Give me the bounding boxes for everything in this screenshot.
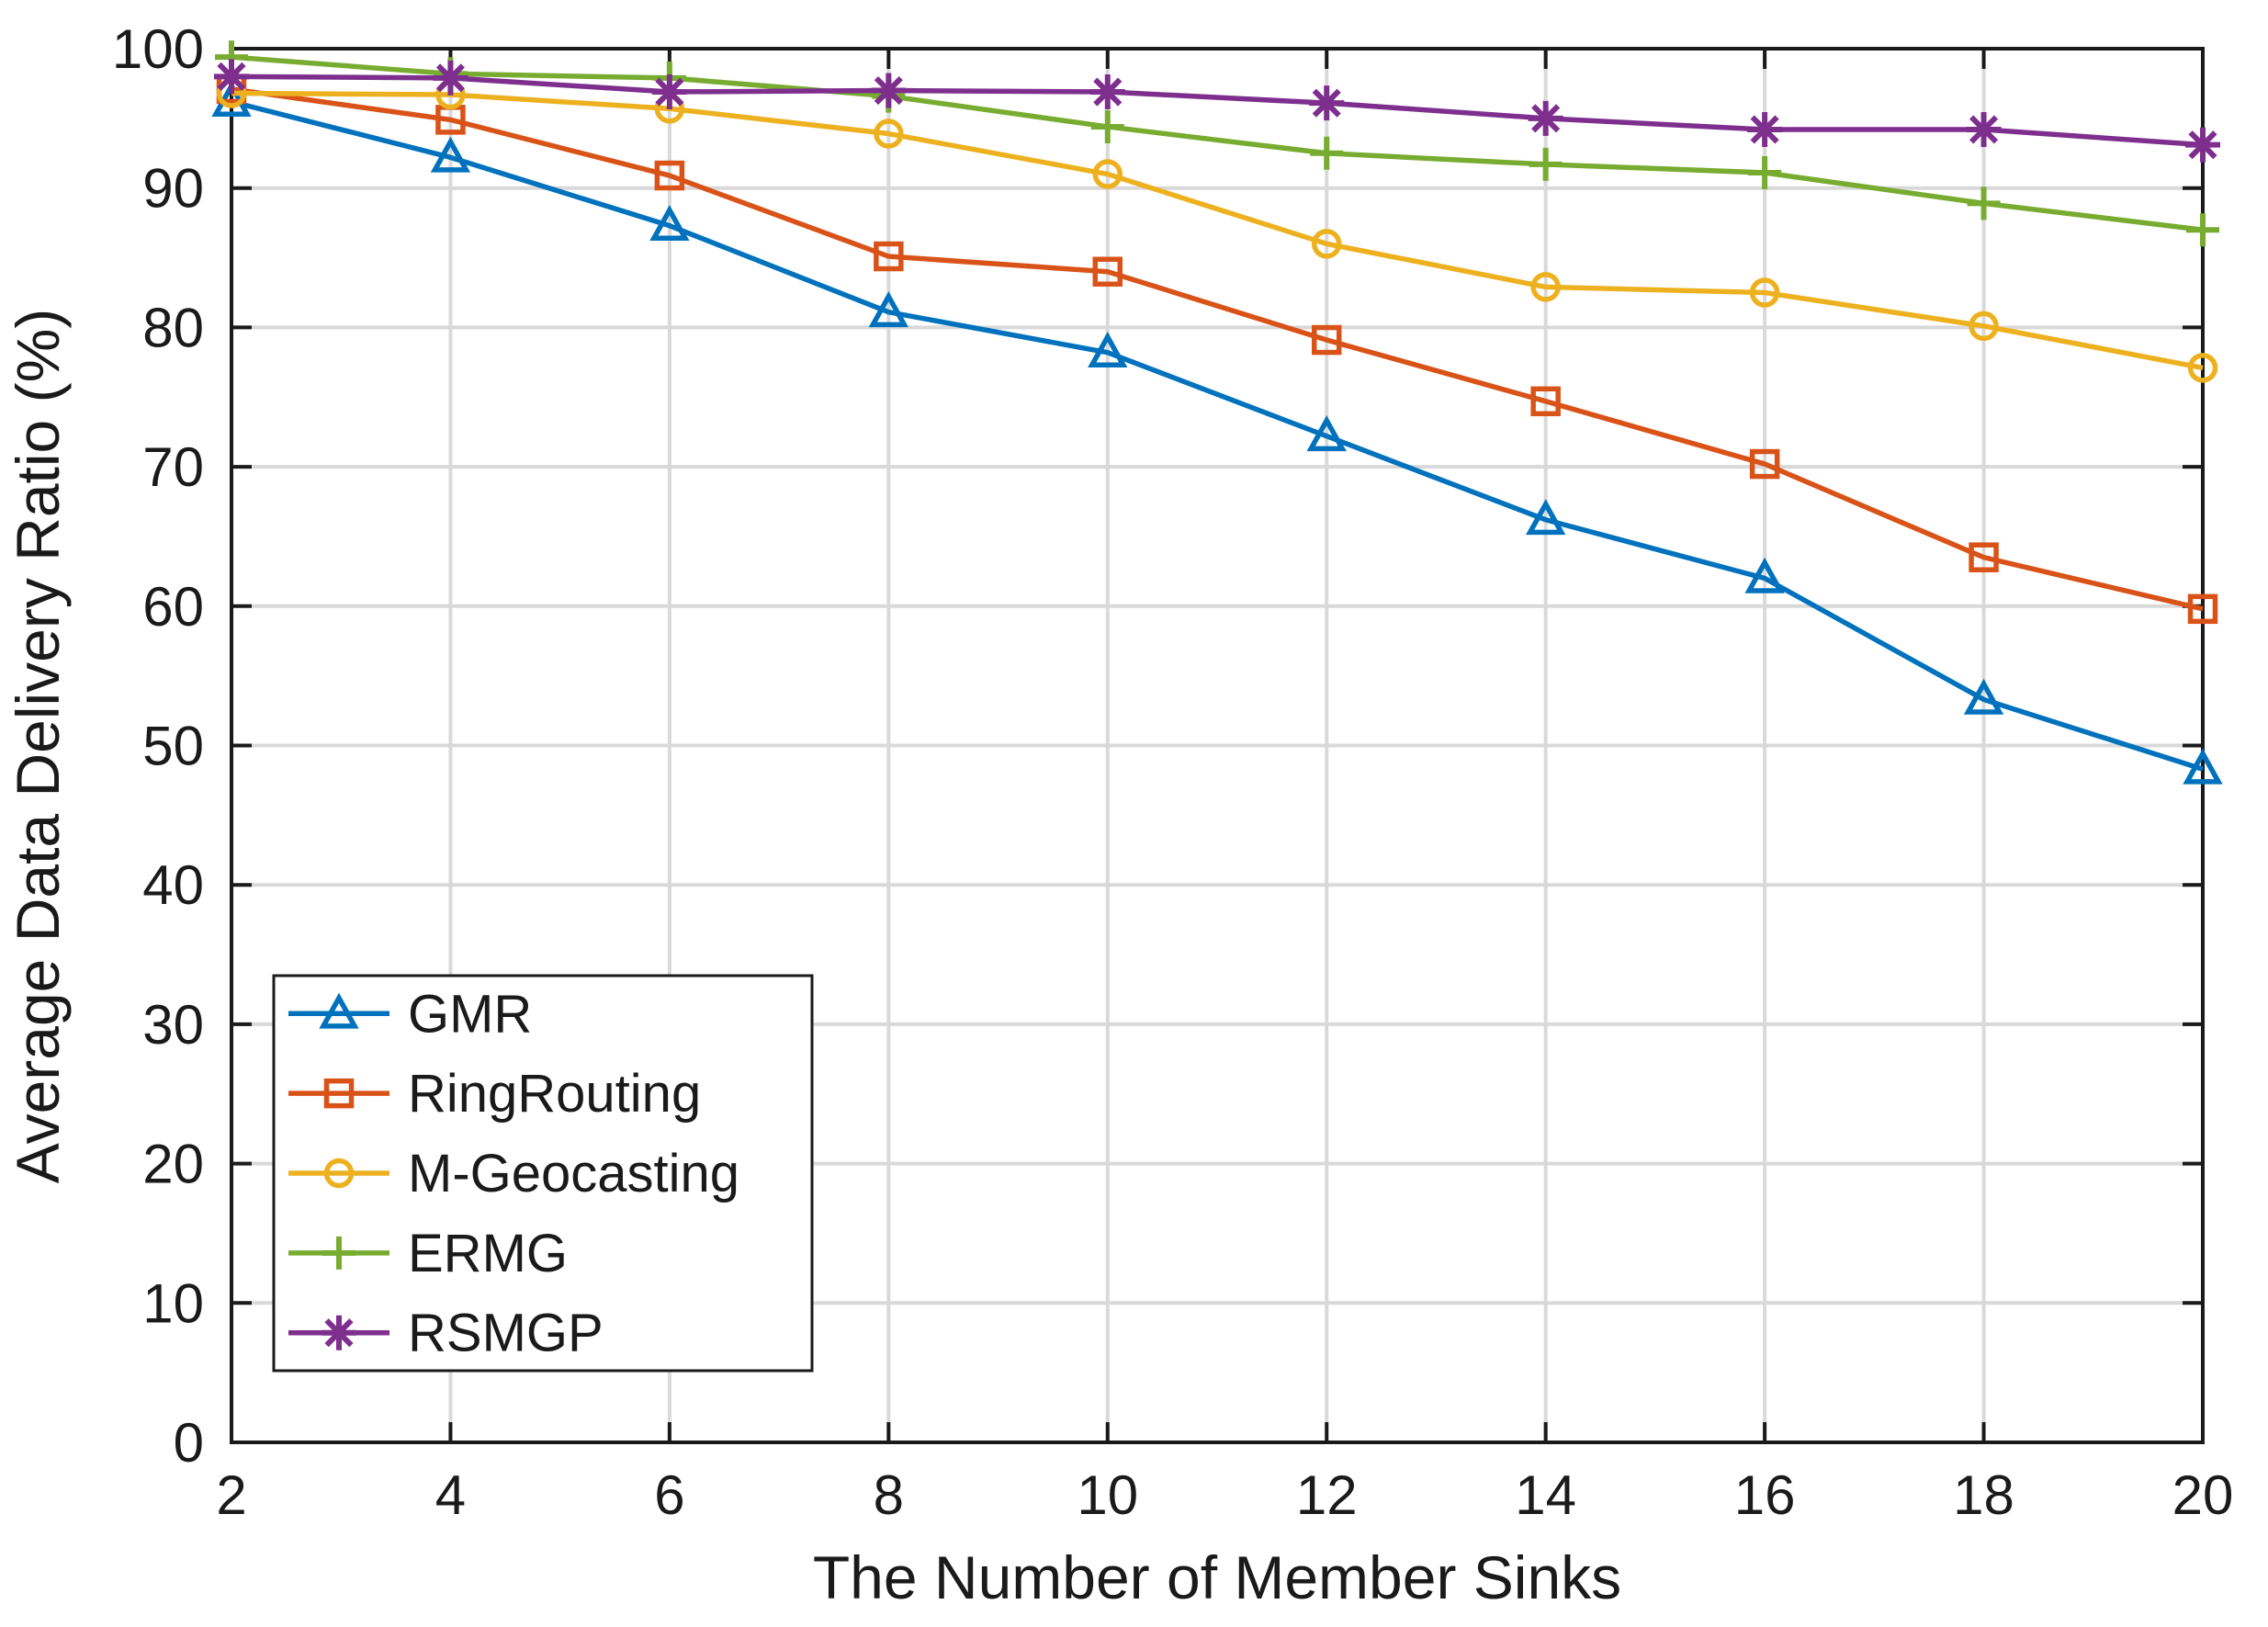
plus-marker xyxy=(322,1236,355,1270)
asterisk-marker xyxy=(651,74,687,110)
plus-marker xyxy=(1967,186,2001,220)
y-tick-label: 50 xyxy=(142,716,204,777)
series-ringrouting xyxy=(216,73,2218,625)
y-tick-label: 90 xyxy=(142,158,204,220)
asterisk-marker xyxy=(1528,100,1563,136)
legend-label: ERMG xyxy=(408,1224,568,1283)
asterisk-marker xyxy=(1747,111,1783,147)
triangle-marker xyxy=(319,992,359,1029)
series-line xyxy=(231,73,2204,148)
x-tick-label: 20 xyxy=(2172,1464,2234,1526)
square-marker xyxy=(1092,256,1123,287)
legend-label: M-Geocasting xyxy=(408,1144,739,1203)
x-tick-label: 16 xyxy=(1734,1464,1796,1526)
asterisk-marker xyxy=(433,60,468,96)
square-marker xyxy=(874,241,904,272)
legend: GMR RingRouting M-Geocasting ERMG RSMGP xyxy=(272,974,814,1373)
triangle-marker xyxy=(1525,499,1566,536)
circle-marker xyxy=(1749,277,1780,308)
asterisk-marker xyxy=(1966,111,2002,147)
circle-marker xyxy=(1311,229,1342,259)
series-ermg xyxy=(215,40,2219,247)
square-marker xyxy=(1311,324,1342,356)
triangle-marker xyxy=(868,291,909,328)
data-series xyxy=(211,40,2223,785)
square-marker xyxy=(1749,448,1780,480)
triangle-marker xyxy=(430,136,471,173)
triangle-marker xyxy=(1088,332,1128,368)
asterisk-marker xyxy=(2185,127,2220,163)
square-marker xyxy=(323,1078,355,1109)
asterisk-marker xyxy=(871,73,907,108)
x-tick-label: 2 xyxy=(216,1464,246,1526)
asterisk-marker xyxy=(214,59,249,95)
series-gmr xyxy=(211,80,2223,785)
triangle-marker xyxy=(649,204,690,242)
plus-marker xyxy=(2186,213,2219,247)
y-tick-label: 40 xyxy=(142,854,204,916)
series-rsmgp xyxy=(214,59,2220,163)
plus-marker xyxy=(1090,109,1124,143)
circle-marker xyxy=(1969,311,1999,342)
y-tick-label: 80 xyxy=(142,297,204,358)
series-line xyxy=(231,90,2204,371)
y-axis-label: Average Data Delivery Ratio (%) xyxy=(4,309,72,1184)
axis-ticks xyxy=(230,47,2205,1444)
y-tick-label: 100 xyxy=(112,18,204,80)
series-line xyxy=(231,86,2204,612)
x-axis-label: The Number of Member Sinks xyxy=(813,1543,1621,1611)
asterisk-marker xyxy=(1309,85,1345,121)
x-tick-label: 18 xyxy=(1953,1464,2014,1526)
plus-marker xyxy=(1748,156,1782,190)
square-marker xyxy=(2187,593,2218,625)
plus-marker xyxy=(1529,147,1563,181)
legend-label: RingRouting xyxy=(408,1064,701,1124)
y-tick-label: 70 xyxy=(142,436,204,498)
asterisk-marker xyxy=(1089,74,1125,110)
circle-marker xyxy=(323,1158,355,1189)
legend-item-gmr: GMR xyxy=(288,984,532,1044)
x-tick-label: 10 xyxy=(1077,1464,1138,1526)
x-tick-label: 8 xyxy=(874,1464,904,1526)
triangle-marker xyxy=(1963,678,2004,715)
asterisk-marker xyxy=(322,1315,356,1350)
y-tick-label: 60 xyxy=(142,576,204,638)
legend-item-ermg: ERMG xyxy=(288,1224,568,1283)
legend-item-rsmgp: RSMGP xyxy=(288,1304,604,1363)
legend-label: RSMGP xyxy=(408,1304,604,1363)
y-tick-label: 0 xyxy=(174,1412,204,1474)
square-marker xyxy=(1530,386,1561,417)
x-tick-label: 6 xyxy=(654,1464,684,1526)
series-line xyxy=(231,98,2204,772)
legend-item-ringrouting: RingRouting xyxy=(288,1064,701,1124)
x-tick-label: 4 xyxy=(435,1464,466,1526)
plus-marker xyxy=(1310,136,1344,170)
y-tick-label: 20 xyxy=(142,1134,204,1195)
y-tick-label: 30 xyxy=(142,994,204,1056)
series-line xyxy=(231,54,2204,232)
triangle-marker xyxy=(1744,557,1785,593)
circle-marker xyxy=(1530,272,1561,302)
x-tick-label: 12 xyxy=(1296,1464,1358,1526)
circle-marker xyxy=(874,119,904,149)
y-tick-label: 10 xyxy=(142,1272,204,1334)
triangle-marker xyxy=(2183,748,2223,785)
x-tick-label: 14 xyxy=(1515,1464,1576,1526)
circle-marker xyxy=(1092,159,1123,189)
legend-item-m-geocasting: M-Geocasting xyxy=(288,1144,739,1203)
square-marker xyxy=(1969,542,1999,572)
series-m-geocasting xyxy=(216,78,2218,383)
tick-labels: 2 4 6 8 10 12 14 16 18 20 0 10 20 30 40 50 60 70 80 90 100 xyxy=(112,18,2233,1526)
triangle-marker xyxy=(1306,415,1347,452)
square-marker xyxy=(654,160,685,191)
circle-marker xyxy=(2187,353,2218,383)
legend-label: GMR xyxy=(408,984,532,1044)
